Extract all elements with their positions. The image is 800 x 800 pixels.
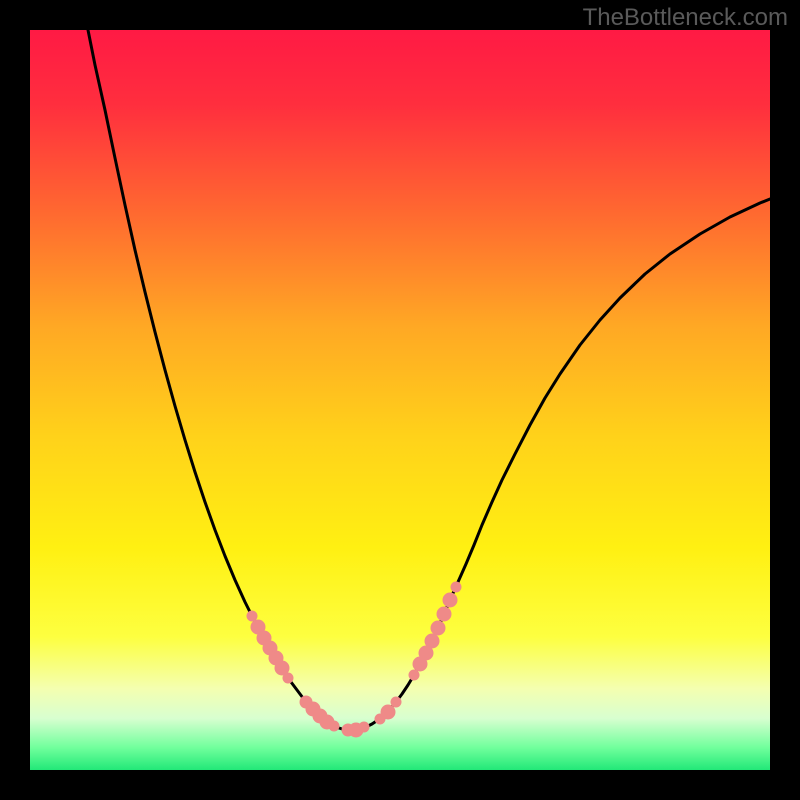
curve-marker — [451, 582, 462, 593]
watermark-label: TheBottleneck.com — [583, 4, 788, 32]
plot-svg — [30, 30, 770, 770]
curve-marker — [425, 634, 440, 649]
curve-marker — [359, 722, 370, 733]
gradient-background — [30, 30, 770, 770]
chart-frame: TheBottleneck.com — [0, 0, 800, 800]
curve-marker — [437, 607, 452, 622]
curve-marker — [329, 721, 340, 732]
curve-marker — [283, 673, 294, 684]
curve-marker — [391, 697, 402, 708]
curve-marker — [431, 621, 446, 636]
plot-area — [30, 30, 770, 770]
curve-marker — [443, 593, 458, 608]
